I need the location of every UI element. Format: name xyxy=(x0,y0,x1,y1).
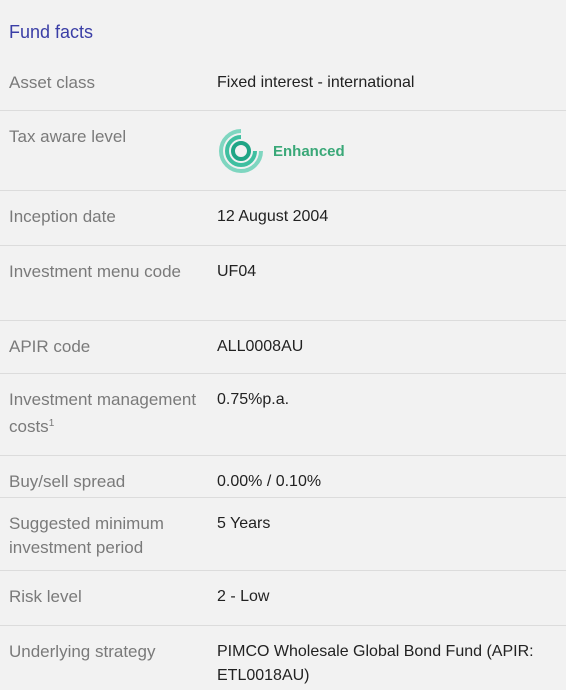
fact-value: ALL0008AU xyxy=(217,338,304,355)
label-text: Asset class xyxy=(9,73,95,92)
badge-text: Enhanced xyxy=(273,142,345,160)
label-text: Investment menu code xyxy=(9,262,181,281)
fact-label: Asset class xyxy=(9,71,199,95)
label-text: Buy/sell spread xyxy=(9,472,126,491)
fact-row: APIR code ALL0008AU xyxy=(0,320,566,373)
fact-row: Suggested minimum investment period 5 Yea… xyxy=(0,497,566,570)
fact-label: Suggested minimum investment period xyxy=(9,512,199,560)
tax-icon xyxy=(219,129,263,173)
label-text: Suggested minimum investment period xyxy=(9,514,164,557)
panel-title: Fund facts xyxy=(9,22,94,42)
fact-row: Inception date 12 August 2004 xyxy=(0,190,566,245)
fact-row: Underlying strategy PIMCO Wholesale Globa… xyxy=(0,625,566,690)
fact-label: APIR code xyxy=(9,335,199,359)
fact-label: Tax aware level xyxy=(9,125,199,149)
fact-row: Investment menu code UF04 xyxy=(0,245,566,320)
fact-value: 5 Years xyxy=(217,515,271,532)
footnote-marker: 1 xyxy=(48,418,55,429)
fact-label: Buy/sell spread xyxy=(9,470,199,494)
fact-value: 0.00% / 0.10% xyxy=(217,473,322,490)
fact-row: Tax aware level Enhanced xyxy=(0,110,566,190)
label-text: Tax aware level xyxy=(9,127,127,146)
fact-value: 12 August 2004 xyxy=(217,208,329,225)
label-text: Inception date xyxy=(9,207,116,226)
fact-value: PIMCO Wholesale Global Bond Fund (APIR: … xyxy=(217,643,534,684)
fact-value: 0.75%p.a. xyxy=(217,391,290,408)
fact-label: Investment management costs1 xyxy=(9,388,199,439)
label-text: Underlying strategy xyxy=(9,642,156,661)
fact-row: Risk level 2 - Low xyxy=(0,570,566,625)
fact-label: Underlying strategy xyxy=(9,640,199,664)
label-text: APIR code xyxy=(9,337,91,356)
fact-row: Investment management costs1 0.75%p.a. xyxy=(0,373,566,455)
label-text: Risk level xyxy=(9,587,82,606)
fact-value: UF04 xyxy=(217,263,257,280)
fact-value: Fixed interest - international xyxy=(217,74,415,91)
fact-row: Asset class Fixed interest - internationa… xyxy=(0,57,566,110)
fact-label: Risk level xyxy=(9,585,199,609)
fact-row: Buy/sell spread 0.00% / 0.10% xyxy=(0,455,566,497)
fact-label: Investment menu code xyxy=(9,260,199,284)
fact-value: 2 - Low xyxy=(217,588,270,605)
label-text: Investment management costs xyxy=(9,390,197,436)
fact-label: Inception date xyxy=(9,205,199,229)
tax-badge: Enhanced xyxy=(217,127,345,175)
